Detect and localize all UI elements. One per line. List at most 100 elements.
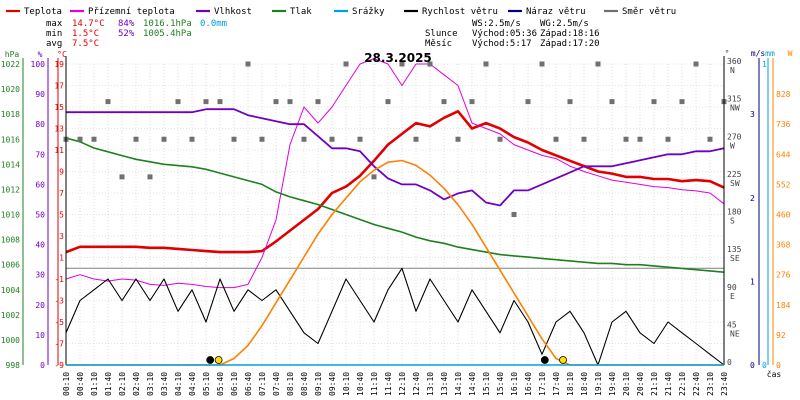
wind-direction-point	[413, 136, 419, 142]
pct-tick-label: 20	[35, 301, 45, 310]
sunrise-marker	[214, 356, 223, 364]
dir-tick-label: 315	[727, 95, 742, 104]
hpa-tick-label: 998	[6, 361, 21, 370]
wind-direction-point	[567, 99, 573, 105]
dir-name-label: NE	[730, 329, 740, 338]
series-temp-line	[65, 110, 725, 254]
wind-direction-point	[581, 136, 587, 142]
dir-name-label: NW	[730, 104, 740, 113]
hpa-axis-label: hPa	[5, 50, 20, 59]
x-tick-label: 14:40	[468, 372, 477, 396]
hpa-tick-label: 1022	[1, 60, 20, 69]
pct-tick-label: 50	[35, 211, 45, 220]
x-tick-label: 00:10	[62, 372, 71, 396]
pct-tick-label: 60	[35, 180, 45, 189]
x-tick-label: 23:10	[706, 372, 715, 396]
x-tick-label: 20:10	[622, 372, 631, 396]
wind-direction-point	[371, 174, 377, 180]
x-tick-label: 06:10	[230, 372, 239, 396]
legend-label: Tlak	[290, 7, 312, 17]
wind-direction-point	[343, 61, 349, 67]
stats-min-temp: 1.5°C	[72, 29, 99, 39]
chart-axes: 9981000100210041006100810101012101410161…	[1, 49, 793, 396]
series-vlhkost-line	[66, 108, 725, 207]
stats-block: max 14.7°C 84% 1016.1hPa 0.0mm min 1.5°C…	[46, 19, 227, 49]
wind-direction-point	[525, 99, 531, 105]
dir-tick-label: 0	[727, 358, 732, 367]
rain-tick-label: 0	[762, 361, 767, 370]
stats-max-press: 1016.1hPa	[143, 19, 192, 29]
wind-direction-point	[245, 61, 251, 67]
hpa-tick-label: 1014	[1, 160, 20, 169]
rain-tick-label: 1	[762, 60, 767, 69]
info-mesic-label: Měsíc	[425, 39, 452, 49]
stats-max-temp: 14.7°C	[72, 19, 105, 29]
wind-direction-point	[259, 136, 265, 142]
info-mesic-vychod: Východ:5:17	[472, 39, 532, 49]
x-tick-label: 07:40	[272, 372, 281, 396]
stats-avg-label: avg	[46, 39, 62, 49]
x-tick-label: 02:40	[132, 372, 141, 396]
temp-tick-label: -1	[54, 275, 64, 284]
x-tick-label: 04:40	[188, 372, 197, 396]
wind-direction-point	[357, 136, 363, 142]
x-tick-label: 05:40	[216, 372, 225, 396]
dir-tick-label: 90	[727, 283, 737, 292]
temp-tick-label: -7	[54, 340, 64, 349]
sun-moon-info: WS:2.5m/s WG:2.5m/s Slunce Východ:05:36 …	[425, 19, 600, 49]
x-tick-label: 03:40	[160, 372, 169, 396]
series-prizemni-line	[65, 58, 725, 289]
x-tick-label: 20:40	[636, 372, 645, 396]
temp-tick-label: 13	[54, 125, 64, 134]
pct-tick-label: 10	[35, 331, 45, 340]
dir-name-label: SE	[730, 254, 740, 263]
stats-max-rain: 0.0mm	[200, 19, 227, 29]
x-tick-label: 13:40	[440, 372, 449, 396]
temp-tick-label: -5	[54, 318, 64, 327]
x-tick-label: 02:10	[118, 372, 127, 396]
stats-min-press: 1005.4hPa	[143, 29, 192, 39]
wind-direction-point	[273, 99, 279, 105]
wind-direction-point	[231, 136, 237, 142]
temp-tick-label: 3	[59, 232, 64, 241]
temp-tick-label: 9	[59, 168, 64, 177]
wind-tick-label: 2	[750, 194, 755, 203]
x-tick-label: 10:40	[356, 372, 365, 396]
dir-tick-label: 360	[727, 57, 742, 66]
wind-direction-point	[469, 99, 475, 105]
wind-direction-point	[707, 136, 713, 142]
stats-min-hum: 52%	[118, 29, 135, 39]
temp-tick-label: 19	[54, 60, 64, 69]
x-tick-label: 11:40	[384, 372, 393, 396]
x-tick-label: 18:10	[566, 372, 575, 396]
info-wg: WG:2.5m/s	[540, 19, 589, 29]
wind-direction-point	[665, 136, 671, 142]
dir-name-label: S	[730, 217, 735, 226]
moonset-marker	[540, 356, 549, 364]
pct-tick-label: 40	[35, 241, 45, 250]
wind-direction-point	[497, 136, 503, 142]
legend-label: Přízemní teplota	[88, 7, 175, 17]
dir-name-label: E	[730, 292, 735, 301]
wind-direction-point	[175, 99, 181, 105]
moonrise-marker	[206, 356, 215, 364]
x-tick-label: 06:40	[244, 372, 253, 396]
dir-tick-label: 270	[727, 132, 742, 141]
x-axis-label: čas	[767, 369, 782, 379]
x-tick-label: 13:10	[426, 372, 435, 396]
temp-tick-label: 15	[54, 103, 64, 112]
series-rychlost-line	[65, 267, 725, 366]
x-tick-label: 15:10	[482, 372, 491, 396]
temp-tick-label: 5	[59, 211, 64, 220]
wind-direction-point	[217, 99, 223, 105]
wind-direction-point	[539, 61, 545, 67]
x-tick-label: 17:10	[538, 372, 547, 396]
dir-axis-label: °	[725, 49, 730, 58]
stats-max-label: max	[46, 19, 63, 29]
x-tick-label: 14:10	[454, 372, 463, 396]
hpa-tick-label: 1010	[1, 211, 20, 220]
wind-direction-point	[595, 61, 601, 67]
x-tick-label: 15:40	[496, 372, 505, 396]
chart-series	[63, 58, 727, 366]
wind-direction-point	[189, 136, 195, 142]
